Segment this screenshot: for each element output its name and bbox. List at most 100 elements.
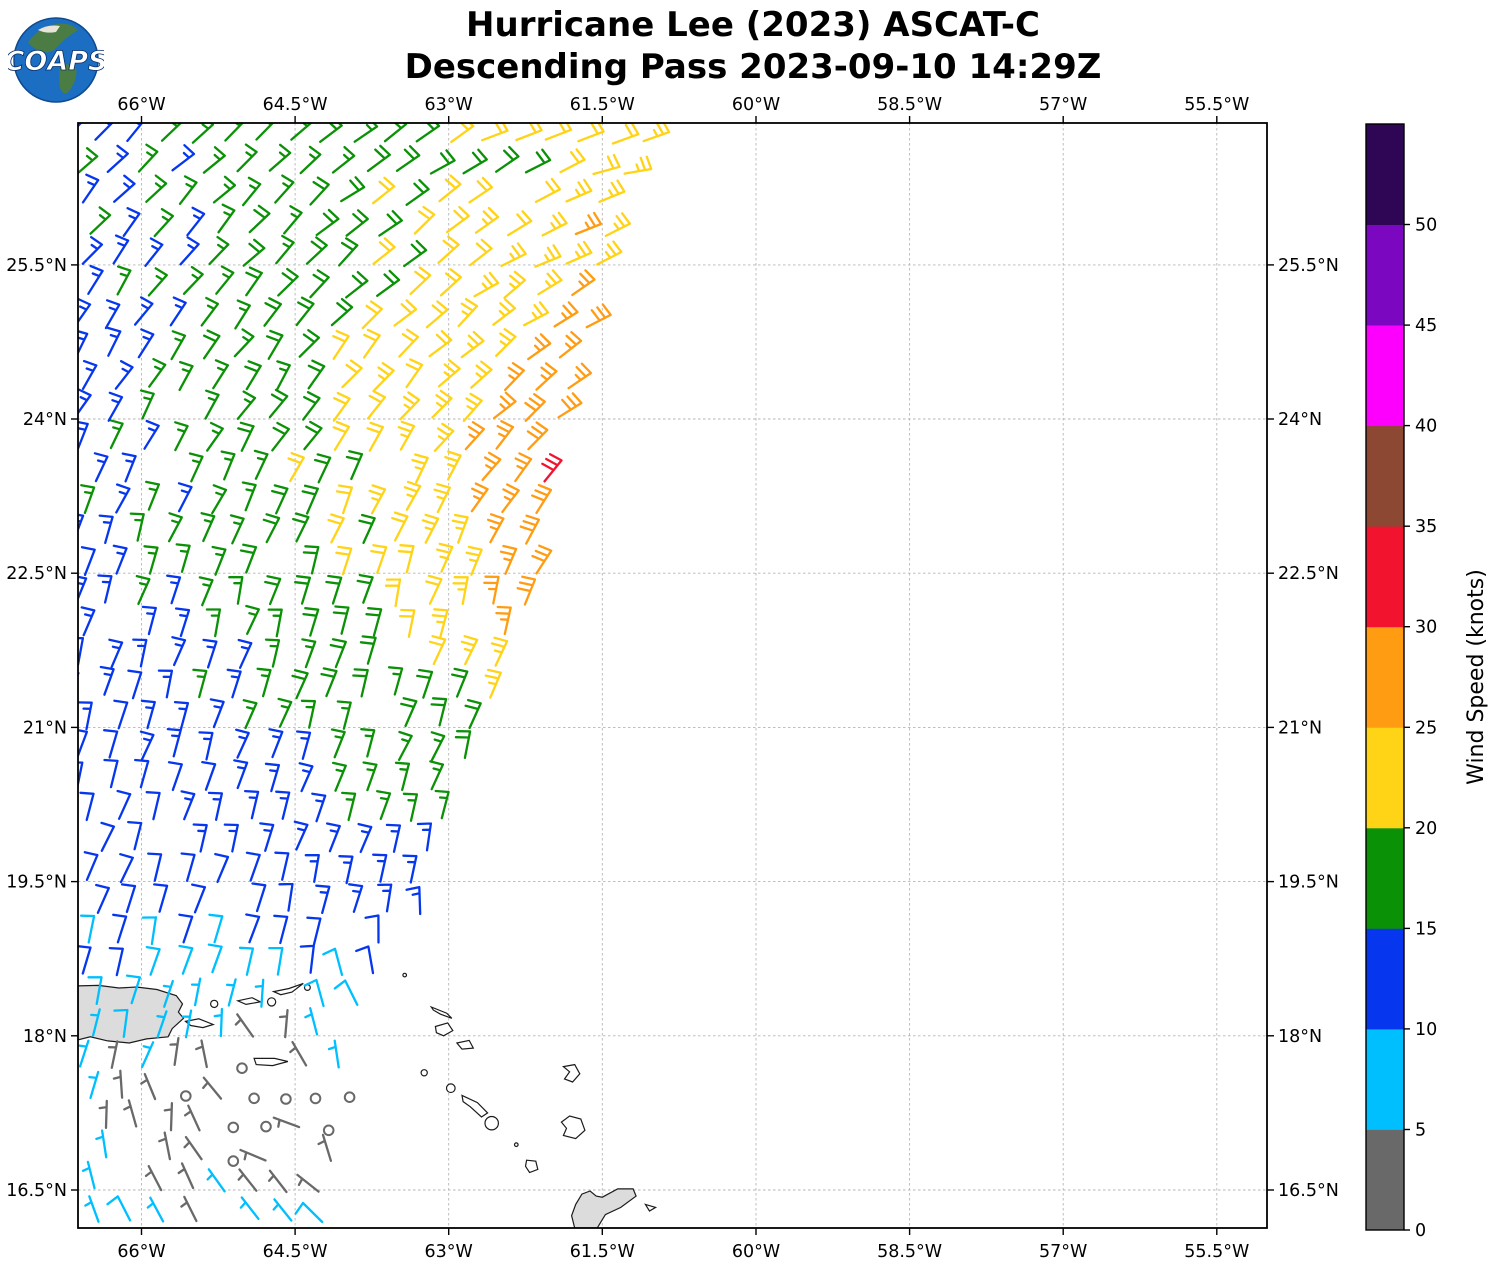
wind-barb [239, 1148, 267, 1162]
wind-barb [524, 393, 546, 422]
wind-barb [465, 545, 483, 576]
wind-barb [271, 484, 289, 515]
wind-barb [188, 452, 204, 483]
wind-barb [213, 1007, 224, 1038]
colorbar-tick-label: 15 [1415, 919, 1437, 939]
wind-barb [421, 513, 440, 544]
wind-barb [198, 576, 214, 607]
wind-barb [174, 421, 189, 452]
wind-barb [503, 270, 527, 299]
wind-barb [98, 514, 114, 545]
wind-barb [293, 820, 309, 851]
wind-barb [302, 607, 320, 637]
wind-barb [553, 301, 579, 328]
wind-barb [78, 575, 88, 602]
wind-barb [405, 178, 430, 206]
wind-barb [333, 979, 359, 1006]
colorbar-tick-label: 20 [1415, 819, 1437, 839]
wind-barb [302, 545, 320, 575]
island-montserrat [524, 1159, 539, 1174]
wind-barb [366, 86, 388, 110]
wind-barb [177, 482, 193, 513]
wind-barb [233, 328, 255, 358]
wind-barb [180, 852, 196, 882]
wind-barb [298, 329, 321, 358]
wind-barb [359, 635, 377, 665]
wind-barb [409, 266, 432, 296]
wind-barb [304, 853, 320, 883]
lat-tick-label-left: 21°N [23, 718, 67, 738]
wind-barb [464, 421, 486, 451]
wind-barb [309, 176, 330, 206]
wind-barb [474, 206, 500, 234]
wind-barb [181, 1009, 193, 1039]
wind-barb [490, 636, 509, 667]
wind-barb [376, 790, 392, 821]
wind-barb [264, 575, 282, 606]
wind-barb [49, 915, 62, 942]
wind-barb [486, 513, 505, 544]
wind-barb [558, 330, 583, 359]
lat-tick-label-right: 16.5°N [1278, 1181, 1339, 1201]
wind-barb [178, 175, 198, 205]
wind-barb [87, 264, 104, 295]
wind-barb [143, 545, 159, 575]
island-antigua [560, 1115, 586, 1140]
chart-title: Hurricane Lee (2023) ASCAT-C Descending … [0, 4, 1506, 88]
wind-barb [106, 1195, 132, 1222]
wind-barb [94, 123, 114, 141]
wind-barb [516, 575, 537, 606]
wind-barb [596, 240, 623, 266]
wind-barb [277, 697, 293, 728]
wind-barb [66, 1102, 73, 1129]
wind-barb [87, 976, 103, 1006]
wind-barb [160, 123, 183, 142]
wind-barb [437, 235, 460, 264]
wind-barb [253, 449, 269, 480]
wind-barb [322, 947, 344, 977]
wind-barb [295, 730, 312, 760]
logo-icecap [38, 25, 60, 33]
wind-barb [366, 389, 387, 420]
wind-barb [229, 514, 245, 545]
wind-barb [450, 123, 475, 144]
logo-text: COAPS [8, 46, 104, 77]
wind-barb [236, 143, 258, 173]
wind-barb [307, 359, 326, 390]
wind-barb [534, 177, 562, 204]
wind-barb [251, 882, 267, 913]
wind-barb [153, 883, 169, 913]
wind-barb [332, 391, 351, 422]
colorbar-tick-label: 0 [1415, 1221, 1426, 1241]
lon-tick-label-bottom: 55.5°W [1184, 1242, 1249, 1262]
lat-tick-label-left: 22.5°N [6, 564, 67, 584]
colorbar-tick-label: 35 [1415, 517, 1437, 537]
island-st-eustatius [445, 1083, 456, 1094]
wind-barb [79, 791, 95, 822]
wind-barb [108, 946, 124, 977]
calm-wind-circle [322, 1124, 335, 1137]
wind-barb [211, 484, 228, 515]
wind-barb [507, 210, 533, 237]
wind-barb [156, 1010, 168, 1039]
wind-barb [431, 389, 453, 419]
wind-barb [571, 269, 596, 297]
lon-tick-label-top: 60°W [732, 95, 780, 115]
wind-barb [233, 759, 249, 790]
wind-barb [401, 88, 423, 113]
island-vieques [184, 1018, 216, 1029]
wind-barb [303, 420, 323, 451]
wind-barb [524, 148, 552, 174]
wind-barb [484, 668, 502, 699]
wind-barb [245, 604, 260, 635]
wind-barb [611, 123, 640, 145]
colorbar-tick-label: 40 [1415, 417, 1437, 437]
wind-barb [78, 824, 79, 827]
wind-barb [464, 698, 482, 730]
wind-barb [78, 420, 89, 451]
wind-barb [104, 299, 121, 330]
wind-barb [462, 392, 483, 423]
wind-barb [81, 359, 98, 391]
wind-barb [78, 637, 85, 666]
wind-barb [495, 420, 515, 450]
